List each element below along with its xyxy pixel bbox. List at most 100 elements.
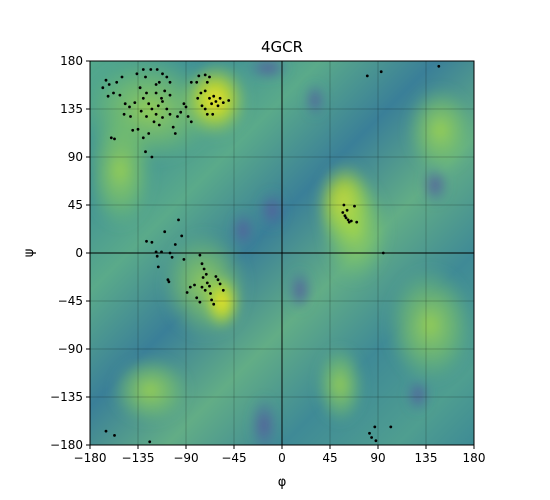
data-point bbox=[200, 104, 204, 108]
data-point bbox=[370, 436, 373, 439]
data-point bbox=[373, 425, 377, 429]
data-point bbox=[115, 80, 119, 84]
data-point bbox=[157, 80, 161, 84]
data-point bbox=[112, 91, 115, 95]
data-point bbox=[193, 283, 196, 287]
y-tick-label: −45 bbox=[58, 294, 83, 308]
data-point bbox=[203, 89, 207, 93]
data-point bbox=[148, 440, 152, 444]
data-point bbox=[101, 86, 105, 90]
data-point bbox=[189, 120, 193, 124]
data-point bbox=[168, 80, 172, 84]
data-point bbox=[161, 100, 164, 103]
data-point bbox=[196, 96, 200, 100]
data-point bbox=[147, 132, 151, 135]
data-point bbox=[208, 96, 211, 100]
data-point bbox=[106, 94, 110, 98]
data-point bbox=[118, 93, 122, 97]
x-tick-label: 180 bbox=[463, 451, 486, 465]
data-point bbox=[154, 112, 158, 116]
data-point bbox=[208, 75, 211, 79]
data-point bbox=[165, 75, 169, 79]
data-point bbox=[154, 91, 158, 95]
data-point bbox=[152, 120, 156, 124]
data-point bbox=[214, 100, 218, 103]
data-point bbox=[156, 104, 160, 108]
chart-title: 4GCR bbox=[261, 38, 303, 56]
data-point bbox=[221, 288, 225, 292]
x-tick-label: 90 bbox=[370, 451, 385, 465]
data-point bbox=[149, 68, 153, 71]
data-point bbox=[202, 267, 206, 271]
data-point bbox=[197, 74, 201, 78]
y-tick-label: −180 bbox=[50, 438, 83, 452]
data-point bbox=[347, 220, 351, 224]
data-point bbox=[221, 101, 225, 104]
y-tick-label: 135 bbox=[60, 102, 83, 116]
data-point bbox=[133, 101, 137, 104]
data-point bbox=[182, 102, 186, 106]
data-point bbox=[120, 75, 124, 79]
data-point bbox=[218, 96, 222, 100]
data-point bbox=[163, 230, 167, 234]
data-point bbox=[128, 105, 131, 109]
y-tick-label: 90 bbox=[68, 150, 83, 164]
data-point bbox=[154, 83, 158, 86]
data-point bbox=[171, 125, 175, 129]
data-point bbox=[176, 115, 179, 118]
data-point bbox=[182, 258, 186, 261]
data-point bbox=[109, 136, 113, 140]
data-point bbox=[189, 80, 193, 84]
data-point bbox=[155, 68, 159, 71]
data-point bbox=[136, 127, 140, 131]
data-point bbox=[186, 115, 190, 118]
data-point bbox=[209, 292, 212, 295]
data-point bbox=[203, 107, 207, 111]
data-point bbox=[180, 234, 184, 238]
data-point bbox=[145, 91, 148, 95]
data-point bbox=[355, 220, 359, 224]
data-point bbox=[185, 291, 189, 294]
data-point bbox=[365, 74, 369, 78]
data-point bbox=[161, 116, 164, 119]
data-point bbox=[200, 285, 204, 289]
data-point bbox=[150, 155, 154, 159]
y-tick-label: 45 bbox=[68, 198, 83, 212]
data-point bbox=[205, 112, 209, 116]
data-point bbox=[341, 211, 345, 214]
data-point bbox=[203, 288, 207, 292]
data-point bbox=[141, 136, 145, 140]
data-point bbox=[195, 296, 199, 300]
data-point bbox=[212, 94, 216, 98]
density-heatmap bbox=[90, 61, 474, 445]
data-point bbox=[168, 93, 172, 97]
data-point bbox=[214, 275, 218, 278]
data-point bbox=[113, 434, 116, 437]
data-point bbox=[161, 72, 164, 76]
data-point bbox=[173, 132, 177, 135]
x-tick-label: −90 bbox=[173, 451, 198, 465]
data-point bbox=[205, 80, 209, 84]
data-point bbox=[129, 115, 132, 118]
data-point bbox=[145, 115, 148, 118]
data-point bbox=[343, 214, 347, 218]
data-point bbox=[205, 281, 209, 285]
data-point bbox=[155, 254, 159, 258]
data-point bbox=[208, 284, 211, 288]
data-point bbox=[163, 89, 167, 93]
data-point bbox=[368, 431, 371, 435]
data-point bbox=[157, 123, 161, 127]
data-point bbox=[135, 72, 139, 76]
data-point bbox=[188, 285, 192, 289]
data-point bbox=[379, 70, 383, 74]
data-point bbox=[144, 150, 147, 154]
data-point bbox=[150, 107, 154, 111]
data-point bbox=[179, 110, 183, 114]
data-point bbox=[156, 265, 160, 269]
data-point bbox=[342, 203, 346, 207]
data-point bbox=[141, 96, 145, 100]
data-point bbox=[381, 251, 385, 255]
data-point bbox=[210, 102, 214, 106]
data-point bbox=[104, 429, 108, 433]
